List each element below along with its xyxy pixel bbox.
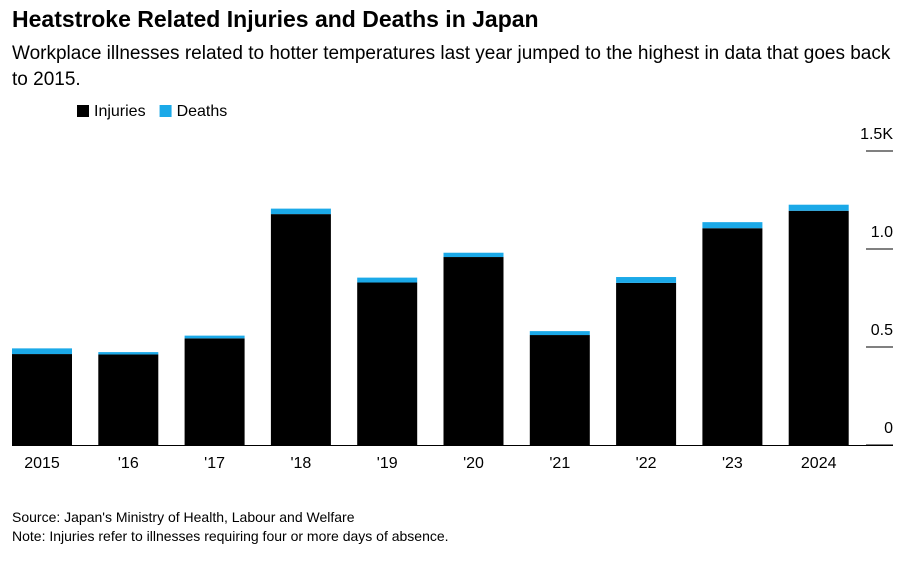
bar-segment <box>529 331 590 336</box>
y-tick-label: 0.5 <box>871 322 893 339</box>
bar-segment <box>270 208 331 215</box>
bar-segment <box>12 354 72 445</box>
chart-title: Heatstroke Related Injuries and Deaths i… <box>12 6 539 32</box>
bar-segment <box>788 210 849 445</box>
bar-segment <box>788 204 849 211</box>
bar-segment <box>357 277 418 283</box>
bar-segment <box>529 335 590 445</box>
legend-swatch <box>159 105 172 117</box>
bar-segment <box>270 214 331 445</box>
chart-subtitle: Workplace illnesses related to hotter te… <box>12 43 891 90</box>
bar-segment <box>443 252 504 258</box>
x-tick-label: '22 <box>636 455 657 472</box>
legend-label: Injuries <box>94 103 146 120</box>
bar-segment <box>12 348 72 355</box>
bar-segment <box>184 338 245 445</box>
bar-segment <box>357 282 418 445</box>
bar-segment <box>184 335 245 339</box>
x-tick-label: '17 <box>204 455 225 472</box>
bar-segment <box>443 257 504 445</box>
bar-segment <box>98 354 159 445</box>
x-tick-label: '18 <box>290 455 311 472</box>
x-tick-label: '20 <box>463 455 484 472</box>
bar-segment <box>616 277 677 283</box>
x-tick-label: '23 <box>722 455 743 472</box>
source: Source: Japan's Ministry of Health, Labo… <box>12 509 355 525</box>
x-tick-label: 2024 <box>801 455 837 472</box>
x-tick-label: '19 <box>377 455 398 472</box>
bar-segment <box>616 282 677 445</box>
x-tick-label: '21 <box>549 455 570 472</box>
bar-segment <box>98 352 159 355</box>
note: Note: Injuries refer to illnesses requir… <box>12 528 449 544</box>
y-tick-label: 1.5K <box>860 126 893 143</box>
legend-swatch <box>77 105 89 117</box>
x-tick-label: 2015 <box>24 455 60 472</box>
y-tick-label: 1.0 <box>871 224 893 241</box>
bar-segment <box>702 222 763 229</box>
chart: Injuries Deaths 0 0.5 1.0 1.5K 2015 '16 '17 '18 '1… <box>12 103 893 472</box>
y-tick-label: 0 <box>884 420 893 437</box>
bar-segment <box>702 228 763 445</box>
x-tick-label: '16 <box>118 455 139 472</box>
legend-label: Deaths <box>177 103 228 120</box>
